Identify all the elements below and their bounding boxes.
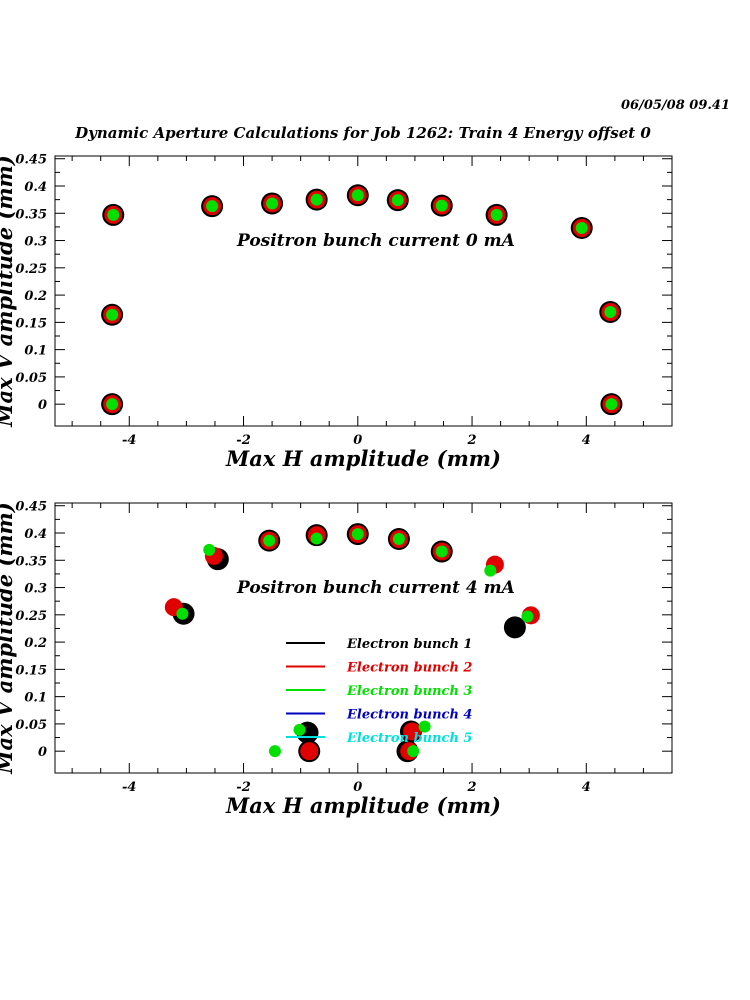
data-point-bunch-3	[268, 745, 281, 758]
scatter-panel-bottom: -4 -2 0 2 4 0 0.05 0.1 0.15 0.2 0.25 0.3 0.35 0.4 0.45…	[0, 500, 673, 818]
y-tick-label: 0.4	[24, 180, 47, 195]
data-point-bunch-3	[521, 610, 534, 623]
data-point-bunch-3	[391, 194, 404, 207]
y-tick-label: 0.1	[24, 691, 47, 706]
x-axis-label: Max H amplitude (mm)	[225, 446, 501, 471]
data-point-bunch-3	[107, 208, 120, 221]
x-tick-label: 2	[467, 433, 477, 448]
data-point-bunch-3	[407, 745, 420, 758]
x-tick-label: 2	[467, 780, 477, 795]
data-point-bunch-3	[106, 308, 119, 321]
y-tick-label: 0.25	[15, 609, 47, 624]
x-tick-label: -4	[122, 780, 136, 795]
legend-label-bunch-3: Electron bunch 3	[346, 684, 472, 699]
data-point-bunch-3	[605, 398, 618, 411]
y-tick-label: 0	[38, 398, 47, 413]
data-point-bunch-2	[300, 742, 319, 761]
y-tick-label: 0.2	[24, 636, 47, 651]
x-axis-label: Max H amplitude (mm)	[225, 793, 501, 818]
data-point-bunch-3	[263, 534, 276, 547]
data-point-bunch-3	[351, 528, 364, 541]
y-tick-label: 0.35	[15, 554, 47, 569]
y-axis-label: Max V amplitude (mm)	[0, 155, 17, 427]
data-point-bunch-3	[266, 197, 279, 210]
scatter-panel-top: -4 -2 0 2 4 0 0.05 0.1 0.15 0.2 0.25 0.3 0.35 0.4 0.45…	[0, 153, 673, 471]
timestamp: 06/05/08 09.41	[621, 98, 730, 113]
x-tick-label: 0	[353, 780, 362, 795]
current-annotation: Positron bunch current 0 mA	[236, 231, 515, 251]
current-annotation: Positron bunch current 4 mA	[236, 578, 515, 598]
y-axis-label: Max V amplitude (mm)	[0, 502, 17, 774]
plot-frame	[54, 155, 673, 427]
data-point-bunch-3	[435, 199, 448, 212]
figure-title: Dynamic Aperture Calculations for Job 12…	[74, 124, 651, 142]
y-tick-label: 0.1	[24, 344, 47, 359]
data-point-bunch-3	[484, 564, 497, 577]
data-point-bunch-3	[604, 306, 617, 318]
data-point-bunch-1	[503, 616, 526, 639]
legend-label-bunch-4: Electron bunch 4	[346, 708, 472, 723]
x-tick-label: 4	[582, 780, 591, 795]
data-point-bunch-3	[310, 193, 323, 206]
y-tick-label: 0.45	[15, 500, 47, 515]
y-tick-label: 0	[38, 745, 47, 760]
y-tick-label: 0.35	[15, 207, 47, 222]
data-point-bunch-3	[490, 208, 503, 221]
y-tick-label: 0.15	[15, 663, 47, 678]
data-point-bunch-3	[575, 222, 588, 234]
plot-frame	[54, 502, 673, 774]
legend-label-bunch-1: Electron bunch 1	[346, 637, 472, 652]
data-point-bunch-3	[435, 545, 448, 558]
x-tick-label: -2	[236, 433, 250, 448]
data-point-bunch-3	[203, 543, 216, 556]
data-point-bunch-3	[293, 723, 306, 736]
data-point-bunch-2	[403, 722, 422, 741]
y-tick-label: 0.3	[24, 582, 47, 597]
data-point-bunch-3	[351, 189, 364, 202]
data-point-bunch-3	[176, 607, 189, 620]
data-point-bunch-3	[392, 533, 405, 545]
x-tick-label: -4	[122, 433, 136, 448]
legend-label-bunch-5: Electron bunch 5	[346, 731, 472, 746]
data-point-bunch-3	[418, 720, 431, 733]
legend-label-bunch-2: Electron bunch 2	[346, 661, 472, 676]
y-tick-label: 0.45	[15, 153, 47, 168]
y-tick-label: 0.25	[15, 262, 47, 277]
y-tick-label: 0.05	[15, 371, 47, 386]
data-point-bunch-3	[310, 532, 323, 545]
x-tick-label: 4	[582, 433, 591, 448]
y-tick-label: 0.15	[15, 316, 47, 331]
y-tick-label: 0.4	[24, 527, 47, 542]
y-tick-label: 0.05	[15, 718, 47, 733]
data-point-bunch-3	[206, 200, 219, 213]
x-tick-label: 0	[353, 433, 362, 448]
data-point-bunch-3	[106, 398, 119, 411]
x-tick-label: -2	[236, 780, 250, 795]
y-tick-label: 0.2	[24, 289, 47, 304]
y-tick-label: 0.3	[24, 235, 47, 250]
